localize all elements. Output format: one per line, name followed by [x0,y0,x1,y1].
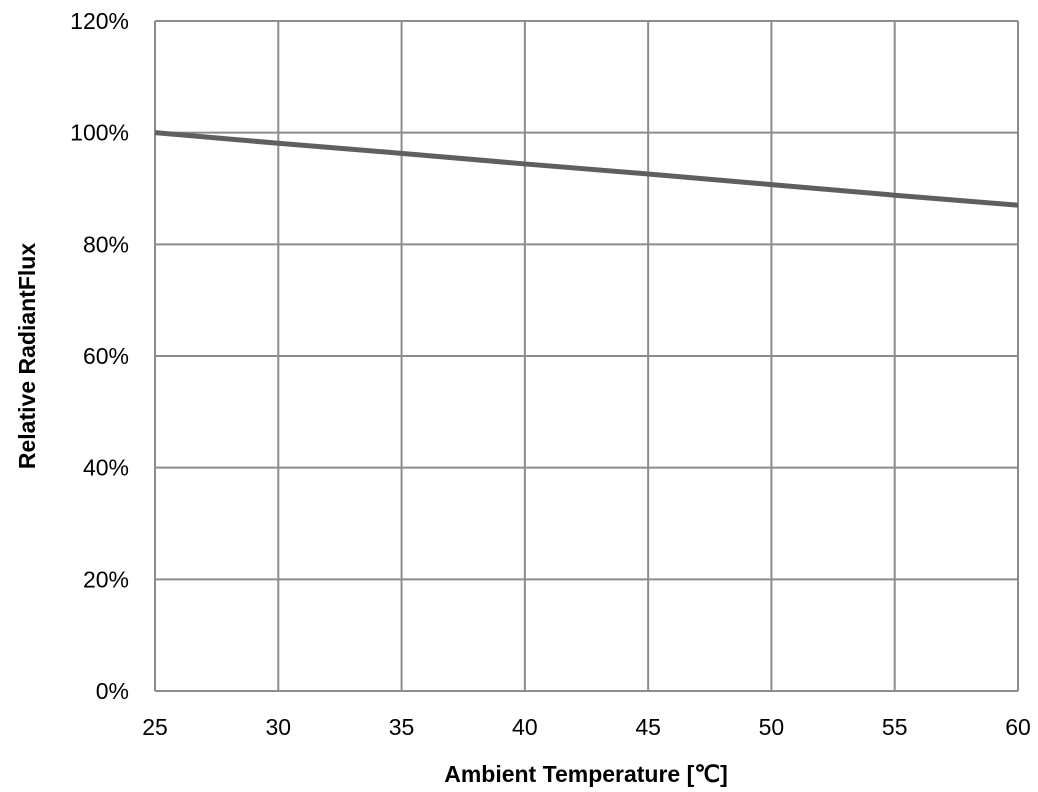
x-tick-label: 60 [1005,714,1031,740]
y-tick-label: 20% [83,566,129,592]
x-tick-label: 40 [512,714,538,740]
x-tick-label: 45 [635,714,661,740]
x-tick-label: 25 [142,714,168,740]
y-tick-label: 0% [96,678,129,704]
x-tick-label: 35 [389,714,415,740]
x-axis-ticks: 25 30 35 40 45 50 55 60 [142,714,1031,740]
y-axis-title: Relative RadiantFlux [14,243,40,469]
x-tick-label: 50 [759,714,785,740]
y-tick-label: 80% [83,231,129,257]
x-tick-label: 30 [265,714,291,740]
x-tick-label: 55 [882,714,908,740]
y-tick-label: 40% [83,455,129,481]
y-tick-label: 100% [70,120,129,146]
y-tick-label: 120% [70,8,129,34]
x-axis-title: Ambient Temperature [℃] [444,761,728,787]
series-line [154,130,1019,208]
grid [154,20,1019,692]
y-tick-label: 60% [83,343,129,369]
y-axis-ticks: 0% 20% 40% 60% 80% 100% 120% [70,8,129,704]
series-layer [154,130,1019,208]
